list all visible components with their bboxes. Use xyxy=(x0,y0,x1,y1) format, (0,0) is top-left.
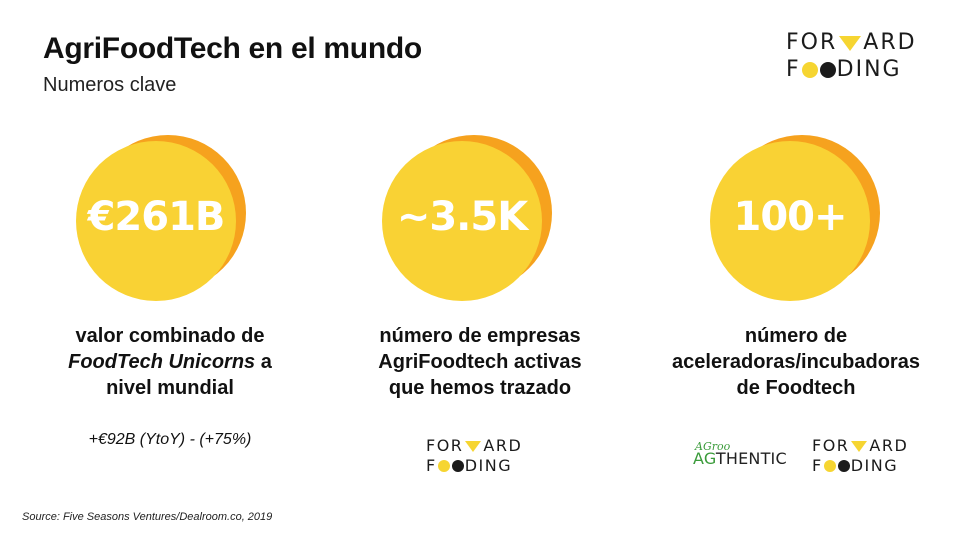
stat-value: ~3.5K xyxy=(396,194,528,240)
desc-line: nivel mundial xyxy=(106,377,234,399)
desc-line: que hemos trazado xyxy=(388,377,572,399)
logo-text: ARD xyxy=(483,436,523,455)
agthentic-logo: AGroo AGTHENTIC xyxy=(693,440,789,468)
agthentic-wordmark: AGTHENTIC xyxy=(693,449,787,468)
desc-line: FoodTech Unicorns a xyxy=(20,349,320,375)
stat-description: número de empresas AgriFoodtech activas … xyxy=(330,323,630,401)
logo-text: DING xyxy=(850,456,899,475)
logo-dot-icon xyxy=(801,62,818,78)
desc-line: número de xyxy=(744,325,848,347)
slide-title: AgriFoodTech en el mundo xyxy=(43,32,422,65)
agthentic-letter: A xyxy=(693,449,704,468)
logo-text: F xyxy=(812,456,823,475)
logo-text: ARD xyxy=(863,30,917,55)
logo-dot-icon xyxy=(437,460,450,472)
stat-circle-companies: ~3.5K xyxy=(382,135,552,301)
logo-dot-icon xyxy=(823,460,836,472)
logo-text: FOR xyxy=(812,436,850,455)
stat-circle-unicorns: €261B xyxy=(76,135,246,301)
circle xyxy=(76,141,236,301)
slide-subtitle: Numeros clave xyxy=(43,74,177,96)
growth-note: +€92B (YtoY) - (+75%) xyxy=(88,431,252,448)
stat-circle-accelerators: 100+ xyxy=(710,135,880,301)
forward-fooding-logo: FOR ARD F DING xyxy=(812,438,908,474)
agthentic-script: AGroo xyxy=(695,440,731,453)
desc-text: a xyxy=(255,351,272,373)
logo-triangle-icon xyxy=(839,35,862,51)
desc-line: aceleradoras/incubadoras xyxy=(672,351,920,373)
logo-text: DING xyxy=(464,456,513,475)
circle xyxy=(710,141,870,301)
logo-dot-icon xyxy=(819,62,836,78)
desc-italic: FoodTech Unicorns xyxy=(68,351,256,373)
logo-text: ARD xyxy=(869,436,909,455)
logo-triangle-icon xyxy=(851,440,868,452)
desc-line: AgriFoodtech activas xyxy=(378,351,582,373)
desc-line: número de empresas xyxy=(379,325,581,347)
source-note: Source: Five Seasons Ventures/Dealroom.c… xyxy=(22,511,273,523)
logo-text: F xyxy=(426,456,437,475)
circle xyxy=(382,141,542,301)
agthentic-letter: G xyxy=(703,449,716,468)
desc-line: de Foodtech xyxy=(736,377,856,399)
forward-fooding-logo: FOR ARD F DING xyxy=(786,32,917,81)
logo-dot-icon xyxy=(837,460,850,472)
forward-fooding-logo: FOR ARD F DING xyxy=(426,438,522,474)
agthentic-text: THENTIC xyxy=(715,449,787,468)
desc-line: valor combinado de xyxy=(75,325,265,347)
stat-description: número de aceleradoras/incubadoras de Fo… xyxy=(646,323,946,401)
logo-triangle-icon xyxy=(465,440,482,452)
logo-text: F xyxy=(786,57,801,82)
stat-value: 100+ xyxy=(733,194,847,240)
logo-text: FOR xyxy=(426,436,464,455)
logo-text: DING xyxy=(836,57,902,82)
stat-description: valor combinado de FoodTech Unicorns a n… xyxy=(20,323,320,401)
logo-dot-icon xyxy=(451,460,464,472)
logo-text: FOR xyxy=(786,30,838,55)
stat-value: €261B xyxy=(87,194,226,240)
